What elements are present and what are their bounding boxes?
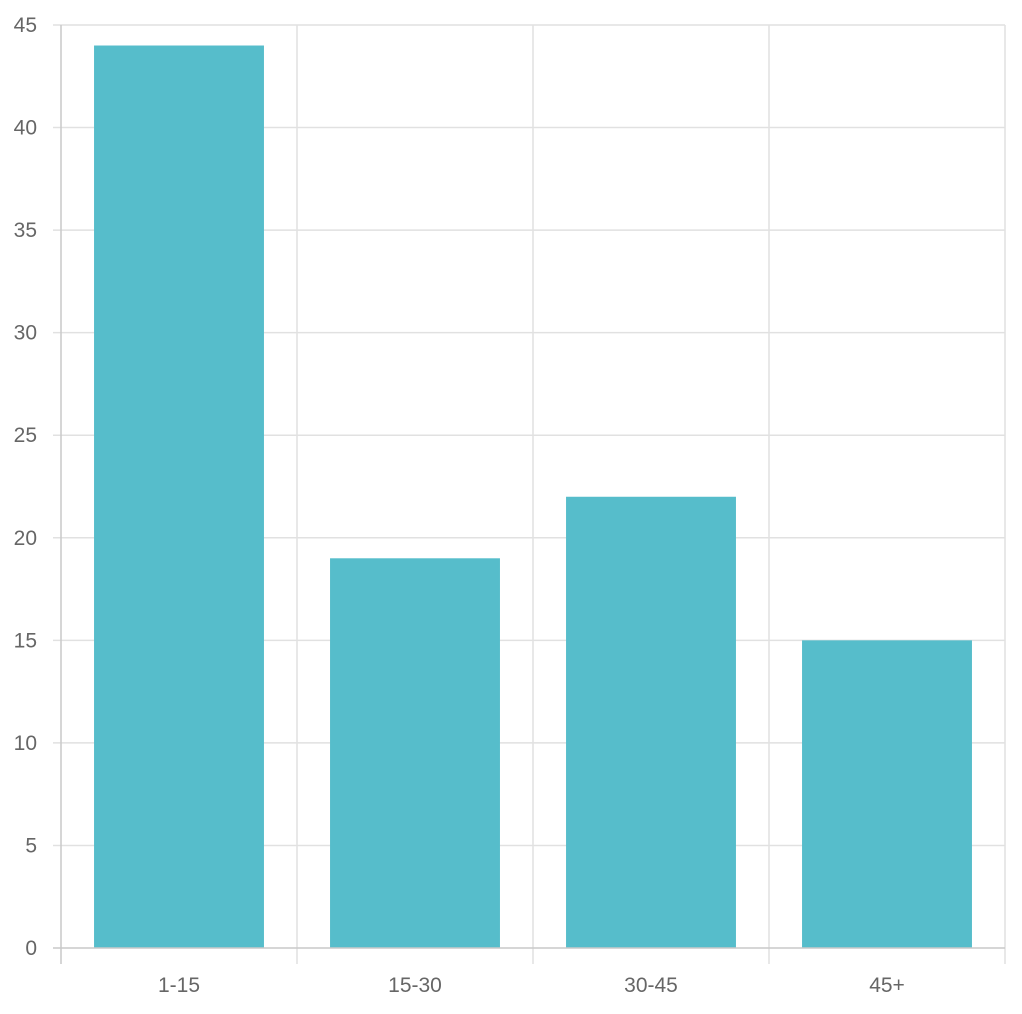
y-tick-label: 15 [14,629,37,652]
y-axis-ticks: 0 5 10 15 20 25 30 35 40 45 [14,14,37,960]
bars [94,45,972,949]
x-tick-label: 30-45 [624,974,678,997]
y-tick-label: 35 [14,219,37,242]
y-tick-label: 45 [14,14,37,37]
y-tick-label: 20 [14,527,37,550]
bar-15-30[interactable] [330,558,500,948]
y-tick-label: 30 [14,322,37,345]
x-axis-ticks: 1-15 15-30 30-45 45+ [158,974,905,997]
y-tick-label: 10 [14,732,37,755]
bar-1-15[interactable] [94,45,264,949]
x-tick-label: 1-15 [158,974,200,997]
bar-30-45[interactable] [566,496,736,948]
y-tick-label: 40 [14,117,37,140]
y-tick-label: 0 [25,937,37,960]
x-tick-label: 45+ [869,974,905,997]
y-tick-label: 25 [14,424,37,447]
x-tick-label: 15-30 [388,974,442,997]
axes [53,25,1005,964]
y-tick-label: 5 [25,834,37,857]
bar-45+[interactable] [802,640,972,948]
